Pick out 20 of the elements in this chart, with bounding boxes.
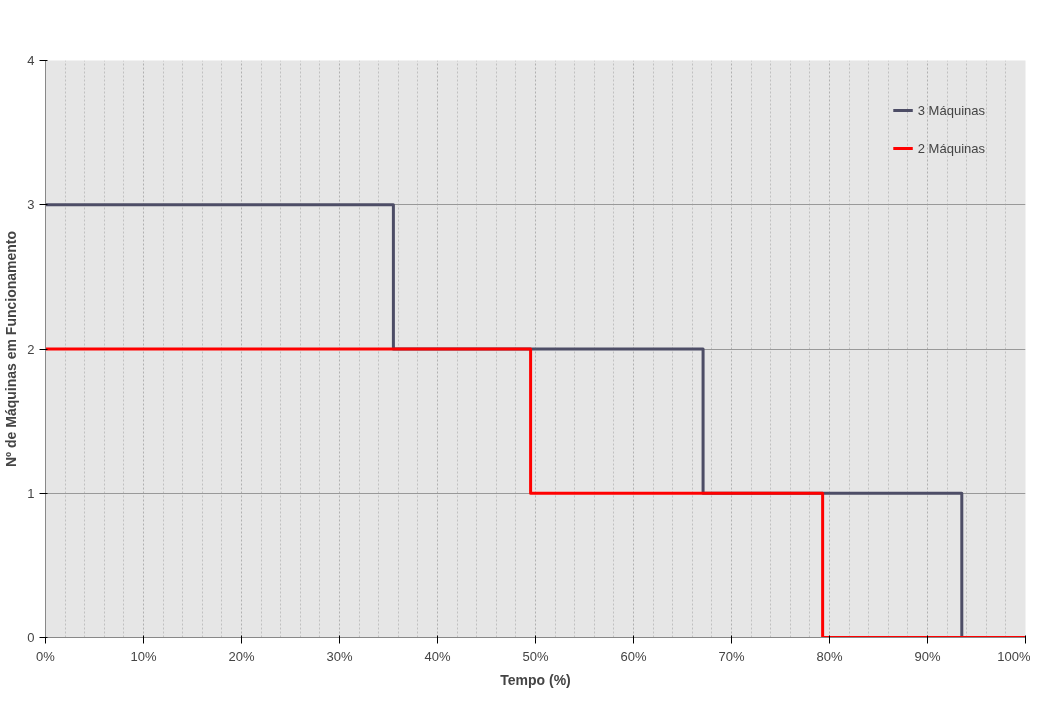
- y-tick-label: 4: [27, 53, 35, 68]
- x-tick-label: 0%: [36, 648, 56, 664]
- x-tick-label: 40%: [424, 648, 451, 664]
- y-tick-label: 0: [27, 630, 35, 645]
- y-tick-label: 1: [27, 485, 35, 501]
- x-tick-label: 90%: [914, 648, 941, 664]
- x-tick-label: 80%: [816, 648, 843, 664]
- y-tick-label: 2: [27, 341, 35, 357]
- x-tick-label: 30%: [326, 648, 353, 664]
- x-tick-label: 100%: [997, 648, 1031, 664]
- legend-label: 3 Máquinas: [917, 102, 985, 118]
- x-tick-label: 50%: [522, 648, 549, 664]
- y-tick-label: 3: [27, 197, 35, 213]
- x-axis-title: Tempo (%): [500, 671, 571, 688]
- x-tick-label: 70%: [718, 648, 745, 664]
- y-axis-title: Nº de Máquinas em Funcionamento: [3, 230, 20, 468]
- x-tick-label: 20%: [228, 648, 255, 664]
- legend-label: 2 Máquinas: [917, 140, 985, 156]
- x-tick-label: 60%: [620, 648, 647, 664]
- x-tick-label: 10%: [130, 648, 157, 664]
